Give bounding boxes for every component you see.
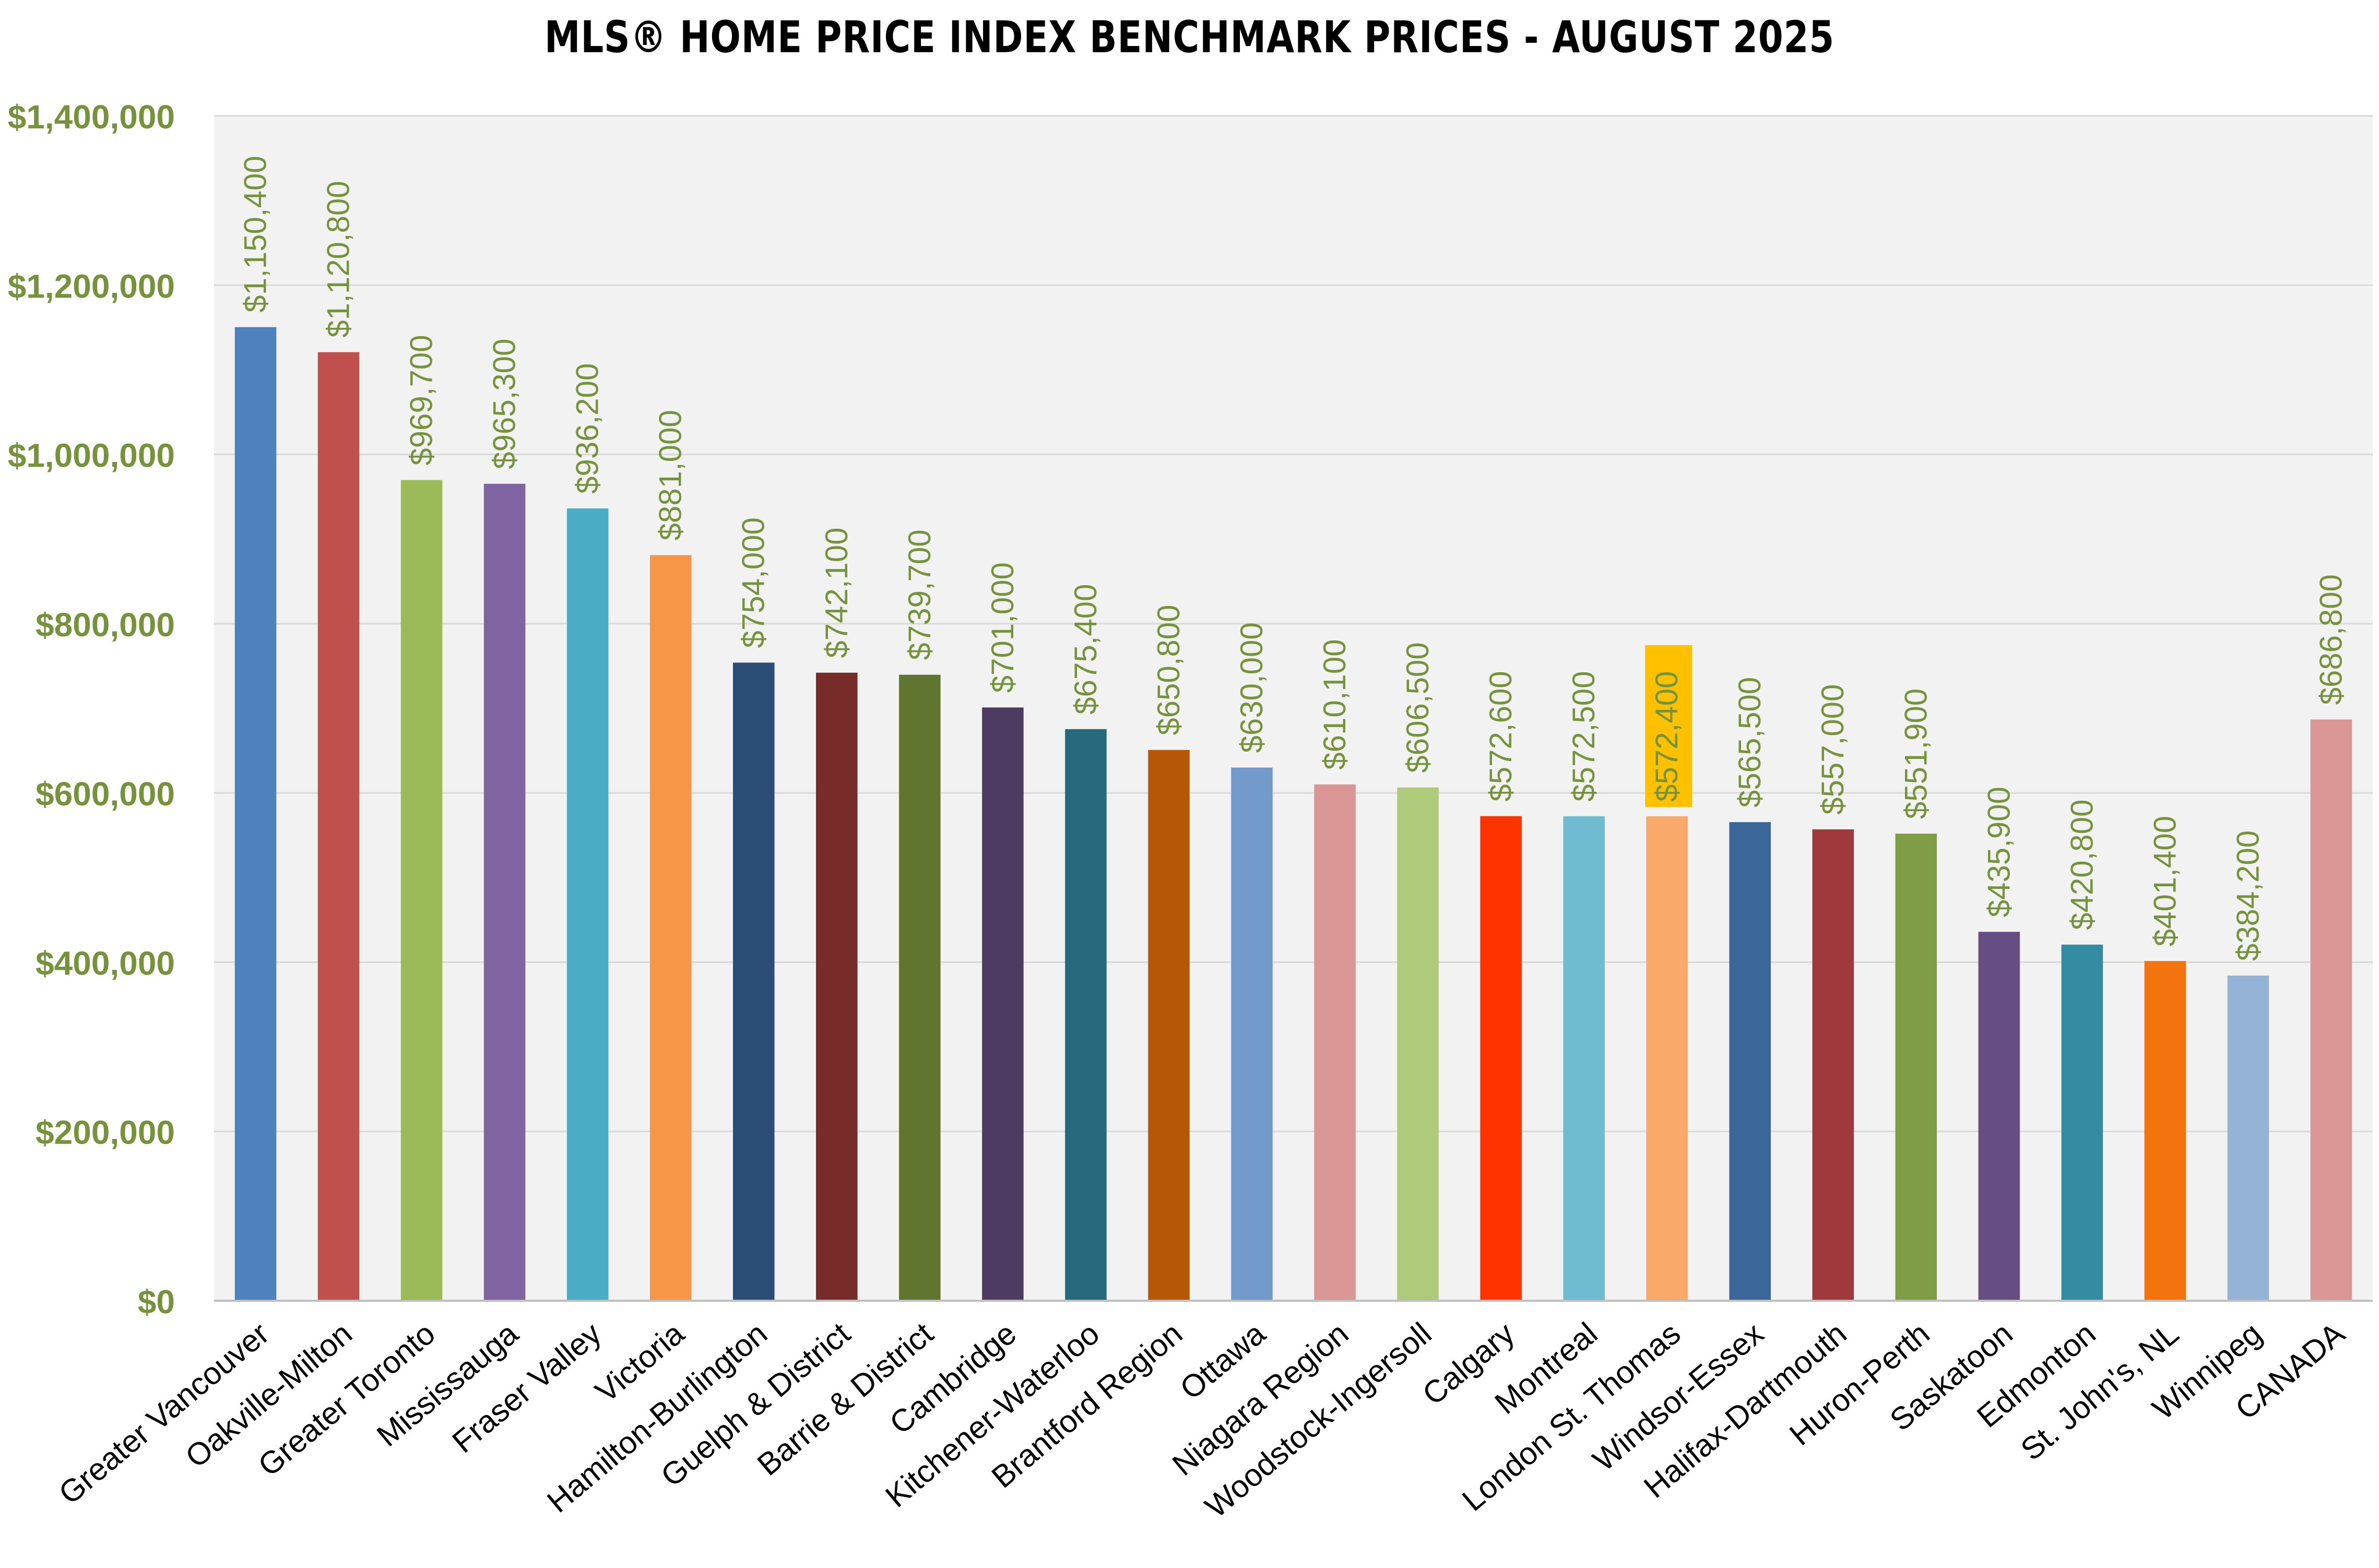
y-tick-label: $400,000 (35, 944, 175, 982)
data-label-st-john-s-nl: $401,400 (2147, 816, 2182, 946)
data-label-barrie-district: $739,700 (902, 529, 937, 660)
data-label-oakville-milton: $1,120,800 (321, 181, 356, 337)
data-label-calgary: $572,600 (1483, 671, 1518, 801)
chart-title: MLS® HOME PRICE INDEX BENCHMARK PRICES -… (544, 11, 1835, 63)
data-label-huron-perth: $551,900 (1898, 688, 1933, 819)
data-labels: $1,150,400 $1,120,800 $969,700 $965,300 $936… (238, 156, 2349, 961)
data-label-cambridge: $701,000 (985, 562, 1020, 693)
bar-greater-toronto (400, 480, 443, 1301)
data-label-victoria: $881,000 (653, 410, 688, 540)
bar-montreal (1563, 816, 1605, 1301)
data-label-winnipeg: $384,200 (2230, 830, 2265, 961)
bar-barrie-district (899, 674, 941, 1301)
highlight-box (1645, 645, 1692, 807)
y-tick-label: $200,000 (35, 1114, 175, 1151)
bar-canada (2310, 719, 2352, 1301)
data-label-ottawa: $630,000 (1234, 622, 1269, 753)
data-label-fraser-valley: $936,200 (570, 363, 605, 494)
data-label-greater-toronto: $969,700 (404, 335, 439, 465)
bar-greater-vancouver (234, 327, 277, 1301)
bar-guelph-district (816, 672, 858, 1301)
bar-ottawa (1231, 767, 1273, 1301)
y-tick-label: $1,200,000 (8, 267, 175, 305)
y-tick-label: $0 (138, 1283, 175, 1321)
bar-winnipeg (2227, 976, 2269, 1301)
data-label-edmonton: $420,800 (2064, 799, 2099, 930)
data-label-windsor-essex: $565,500 (1732, 677, 1767, 807)
bar-kitchener-waterloo (1065, 729, 1107, 1301)
data-label-kitchener-waterloo: $675,400 (1068, 584, 1103, 715)
bar-st-john-s-nl (2144, 961, 2186, 1301)
data-label-niagara-region: $610,100 (1317, 639, 1352, 770)
data-label-halifax-dartmouth: $557,000 (1815, 684, 1850, 815)
bar-mississauga (483, 483, 526, 1301)
data-label-london-st-thomas: $572,400 (1649, 671, 1684, 802)
x-axis-tick-labels: Greater VancouverOakville-MiltonGreater … (52, 1315, 2351, 1524)
bar-saskatoon (1978, 932, 2020, 1301)
bar-edmonton (2061, 944, 2103, 1301)
y-tick-label: $1,400,000 (8, 98, 175, 136)
y-axis-tick-labels: $0 $200,000 $400,000 $600,000 $800,000 $1,000… (8, 98, 175, 1321)
data-label-saskatoon: $435,900 (1981, 787, 2016, 917)
bar-hamilton-burlington (732, 662, 775, 1301)
bar-niagara-region (1314, 784, 1356, 1301)
data-label-greater-vancouver: $1,150,400 (238, 156, 273, 312)
bar-cambridge (982, 707, 1024, 1301)
bar-brantford-region (1148, 750, 1190, 1301)
bar-oakville-milton (317, 352, 360, 1301)
bar-woodstock-ingersoll (1397, 787, 1439, 1301)
y-tick-label: $600,000 (35, 775, 175, 813)
data-label-hamilton-burlington: $754,000 (736, 517, 771, 648)
bar-victoria (649, 555, 692, 1301)
bars (234, 327, 2352, 1301)
y-tick-label: $800,000 (35, 606, 175, 644)
bar-huron-perth (1895, 834, 1937, 1301)
data-label-woodstock-ingersoll: $606,500 (1400, 642, 1435, 773)
data-label-guelph-district: $742,100 (819, 527, 854, 658)
bar-calgary (1480, 816, 1522, 1301)
bar-windsor-essex (1729, 822, 1771, 1301)
bar-london-st-thomas (1646, 816, 1688, 1301)
bar-halifax-dartmouth (1812, 829, 1854, 1301)
data-label-brantford-region: $650,800 (1151, 605, 1186, 735)
data-label-canada: $686,800 (2313, 574, 2348, 705)
plot-background (214, 116, 2373, 1301)
data-label-mississauga: $965,300 (487, 339, 522, 469)
y-tick-label: $1,000,000 (8, 437, 175, 474)
bar-fraser-valley (566, 508, 609, 1301)
data-label-montreal: $572,500 (1566, 671, 1601, 801)
